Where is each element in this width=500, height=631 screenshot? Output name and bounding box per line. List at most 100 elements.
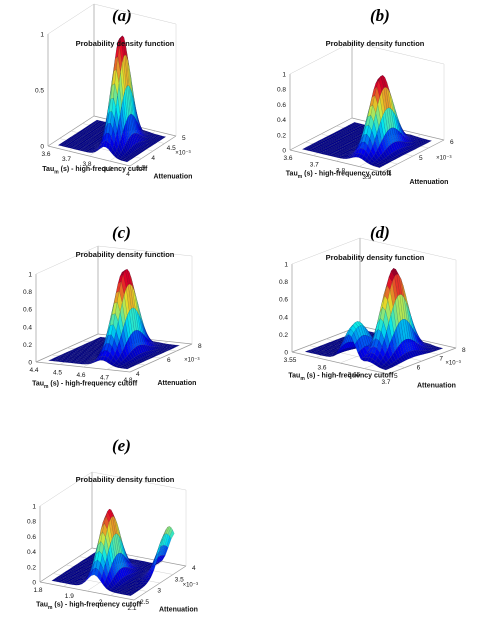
x-tick-label: 4.8 bbox=[123, 377, 132, 384]
y-tick-label: 8 bbox=[462, 347, 466, 354]
chart-title: Probability density function bbox=[326, 39, 425, 48]
pdf-surface bbox=[47, 268, 181, 370]
chart-panel-e: (e) Probability density function 0 0.2 0.4 0… bbox=[0, 420, 250, 631]
pdf-surface bbox=[57, 35, 167, 163]
y-tick-label: 3.5 bbox=[136, 165, 145, 172]
chart-panel-d: (d) Probability density function 0 0.2 0.4 0… bbox=[250, 210, 500, 420]
surface-patch bbox=[125, 159, 131, 162]
surface-patch bbox=[417, 350, 424, 356]
panel-label-b: (b) bbox=[370, 6, 390, 25]
surface-patch bbox=[150, 142, 156, 145]
surface-patch bbox=[415, 350, 422, 356]
z-tick-label: 0.2 bbox=[277, 132, 286, 139]
surface-patch bbox=[147, 144, 153, 147]
chart-panel-a: (a) Probability density function 0 0.5 1 3.6… bbox=[0, 0, 250, 210]
y-tick-label: 2.5 bbox=[140, 599, 149, 606]
surface-patch bbox=[139, 360, 147, 362]
x-tick-label: 3.8 bbox=[336, 168, 345, 175]
surface-patch bbox=[152, 557, 158, 567]
y-tick-label: 3.5 bbox=[175, 576, 184, 583]
y-axis-label: Attenuation bbox=[158, 380, 197, 387]
panel-label-d: (d) bbox=[370, 223, 390, 242]
top-left-edge bbox=[291, 237, 361, 265]
y-tick-label: 8 bbox=[198, 343, 202, 350]
x-tick-label: 3.6 bbox=[283, 155, 292, 162]
panel-label-c: (c) bbox=[112, 223, 131, 242]
x-tick-label: 3.6 bbox=[317, 364, 326, 371]
y-tick-label: 4.5 bbox=[167, 145, 176, 152]
top-back-edge bbox=[359, 237, 457, 261]
y-tick-label: 5 bbox=[182, 135, 186, 142]
surface-patch bbox=[156, 138, 162, 141]
surface-plot-b: Probability density function 0 0.2 0.4 0.6 0.… bbox=[277, 39, 454, 186]
surface-patch bbox=[426, 350, 433, 353]
y-axis-label: Attenuation bbox=[154, 174, 193, 181]
surface-patch bbox=[382, 162, 388, 165]
y-tick-label: 7 bbox=[439, 356, 443, 363]
z-tick-label: 1 bbox=[40, 32, 44, 39]
surface-patch bbox=[158, 137, 164, 140]
x-tick-label: 3.9 bbox=[103, 166, 112, 173]
y-tick-label: 4 bbox=[192, 565, 196, 572]
surface-patch bbox=[125, 366, 132, 369]
surface-patch bbox=[384, 366, 391, 370]
y-tick-label: 5 bbox=[419, 155, 423, 162]
x-axis-label: Taum (s) - high-frequency cutoff bbox=[32, 381, 138, 391]
surface-patch bbox=[140, 584, 147, 587]
surface-patch bbox=[386, 365, 393, 369]
z-tick-label: 0 bbox=[40, 144, 44, 151]
x-tick-label: 3.6 bbox=[41, 151, 50, 158]
surface-patch bbox=[388, 363, 395, 368]
surface-patch bbox=[402, 151, 408, 155]
surface-patch bbox=[153, 353, 161, 356]
surface-patch bbox=[127, 365, 134, 368]
y-axis-exponent: ×10⁻³ bbox=[445, 361, 460, 367]
surface-patch bbox=[137, 587, 143, 590]
surface-patch bbox=[149, 569, 155, 575]
z-tick-label: 0.8 bbox=[277, 87, 286, 94]
surface-patch bbox=[414, 145, 421, 149]
surface-patch bbox=[400, 152, 406, 156]
surface-patch bbox=[144, 146, 150, 149]
surface-patch bbox=[416, 144, 423, 148]
z-tick-label: 0 bbox=[282, 148, 286, 155]
x-tick-label: 3.7 bbox=[310, 161, 319, 168]
z-tick-label: 0.4 bbox=[27, 549, 36, 556]
chart-title: Probability density function bbox=[326, 253, 425, 262]
surface-patch bbox=[142, 582, 148, 585]
z-tick-label: 0 bbox=[32, 580, 36, 587]
x-tick-label: 1.9 bbox=[65, 593, 74, 600]
surface-patch bbox=[155, 352, 163, 355]
z-tick-label: 1 bbox=[28, 272, 32, 279]
pdf-surface bbox=[304, 267, 444, 371]
y-tick-label: 6 bbox=[450, 139, 454, 146]
pdf-surface bbox=[301, 74, 433, 168]
surface-patch bbox=[406, 351, 413, 359]
surface-patch bbox=[154, 551, 160, 562]
surface-patch bbox=[386, 159, 392, 163]
x-tick-label: 3.7 bbox=[381, 379, 390, 386]
surface-patch bbox=[159, 533, 165, 545]
surface-patch bbox=[395, 358, 402, 365]
x-tick-label: 4.5 bbox=[53, 370, 62, 377]
x-tick-label: 3.7 bbox=[62, 156, 71, 163]
surface-patch bbox=[428, 349, 435, 353]
axes-box bbox=[35, 245, 193, 373]
x-axis-label: Taum (s) - high-frequency cutoff bbox=[286, 170, 392, 180]
surface-patch bbox=[123, 367, 130, 370]
surface-patch bbox=[376, 165, 382, 168]
top-back-edge bbox=[351, 41, 445, 65]
x-tick-label: 3.55 bbox=[284, 357, 297, 364]
chart-title: Probability density function bbox=[76, 475, 175, 484]
z-tick-label: 0.2 bbox=[27, 564, 36, 571]
x-axis-label: Taum (s) - high-frequency cutoff bbox=[36, 602, 142, 612]
z-tick-label: 0.6 bbox=[279, 297, 288, 304]
z-tick-label: 0.4 bbox=[23, 324, 32, 331]
surface-patch bbox=[157, 352, 165, 354]
y-tick-label: 3 bbox=[157, 588, 161, 595]
z-tick-label: 0.6 bbox=[277, 102, 286, 109]
z-tick-label: 0.4 bbox=[277, 117, 286, 124]
surface-patch bbox=[141, 148, 147, 151]
surface-patch bbox=[141, 359, 148, 361]
pdf-surface bbox=[51, 508, 175, 596]
